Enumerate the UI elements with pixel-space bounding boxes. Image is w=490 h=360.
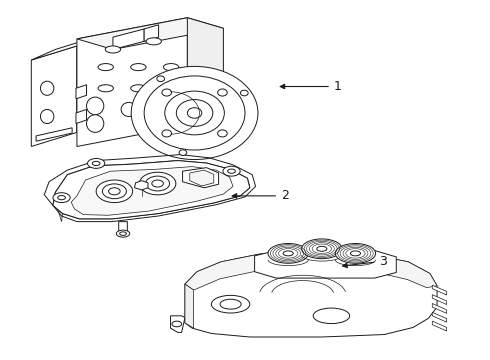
Polygon shape: [187, 18, 223, 136]
Polygon shape: [432, 321, 447, 331]
Ellipse shape: [223, 166, 240, 176]
Ellipse shape: [121, 102, 137, 117]
Polygon shape: [113, 29, 144, 49]
Ellipse shape: [220, 299, 241, 309]
Ellipse shape: [163, 85, 179, 92]
Text: 2: 2: [232, 189, 289, 202]
Polygon shape: [53, 161, 250, 219]
Polygon shape: [31, 35, 101, 60]
Ellipse shape: [120, 232, 126, 235]
Ellipse shape: [87, 97, 104, 115]
Ellipse shape: [268, 243, 308, 263]
Ellipse shape: [350, 251, 361, 256]
Ellipse shape: [211, 295, 250, 313]
Ellipse shape: [302, 239, 342, 259]
Ellipse shape: [109, 188, 120, 195]
Ellipse shape: [176, 100, 213, 126]
Polygon shape: [55, 192, 63, 222]
Ellipse shape: [162, 130, 172, 137]
Polygon shape: [432, 303, 447, 313]
Polygon shape: [190, 170, 214, 186]
Ellipse shape: [179, 150, 187, 156]
Polygon shape: [119, 222, 127, 232]
Polygon shape: [76, 85, 87, 99]
Ellipse shape: [88, 158, 105, 168]
Polygon shape: [185, 252, 437, 290]
Ellipse shape: [218, 130, 227, 137]
Ellipse shape: [131, 64, 146, 71]
Polygon shape: [76, 109, 87, 123]
Text: 1: 1: [280, 80, 342, 93]
Polygon shape: [71, 167, 233, 215]
Polygon shape: [255, 251, 396, 278]
Polygon shape: [135, 181, 148, 190]
Ellipse shape: [144, 76, 245, 150]
Ellipse shape: [41, 81, 54, 95]
Ellipse shape: [92, 161, 100, 166]
Polygon shape: [432, 285, 447, 295]
Ellipse shape: [157, 76, 165, 82]
Polygon shape: [171, 316, 185, 332]
Ellipse shape: [228, 169, 235, 173]
Ellipse shape: [116, 230, 130, 237]
Polygon shape: [144, 25, 159, 41]
Ellipse shape: [146, 176, 170, 191]
Polygon shape: [432, 294, 447, 305]
Polygon shape: [185, 252, 437, 337]
Ellipse shape: [139, 172, 176, 195]
Ellipse shape: [131, 66, 258, 159]
Ellipse shape: [313, 308, 350, 324]
Ellipse shape: [87, 115, 104, 132]
Ellipse shape: [146, 38, 161, 45]
Polygon shape: [183, 168, 219, 188]
Ellipse shape: [187, 108, 202, 118]
Ellipse shape: [163, 64, 179, 71]
Ellipse shape: [172, 321, 182, 327]
Polygon shape: [53, 161, 250, 219]
Ellipse shape: [165, 91, 224, 135]
Polygon shape: [36, 128, 72, 141]
Ellipse shape: [98, 64, 113, 71]
Ellipse shape: [131, 85, 146, 92]
Ellipse shape: [317, 246, 327, 251]
Ellipse shape: [53, 193, 70, 203]
Ellipse shape: [283, 251, 293, 256]
Ellipse shape: [96, 180, 133, 203]
Ellipse shape: [105, 46, 121, 53]
Ellipse shape: [162, 89, 172, 96]
Polygon shape: [77, 18, 223, 49]
Ellipse shape: [218, 89, 227, 96]
Ellipse shape: [241, 90, 248, 96]
Polygon shape: [77, 18, 187, 147]
Text: 3: 3: [343, 255, 387, 267]
Polygon shape: [432, 312, 447, 322]
Ellipse shape: [98, 85, 113, 92]
Polygon shape: [77, 46, 82, 134]
Ellipse shape: [152, 180, 163, 187]
Polygon shape: [185, 284, 194, 328]
Ellipse shape: [41, 109, 54, 123]
Ellipse shape: [58, 195, 65, 200]
Ellipse shape: [335, 243, 376, 263]
Ellipse shape: [102, 184, 126, 199]
Polygon shape: [31, 46, 77, 147]
